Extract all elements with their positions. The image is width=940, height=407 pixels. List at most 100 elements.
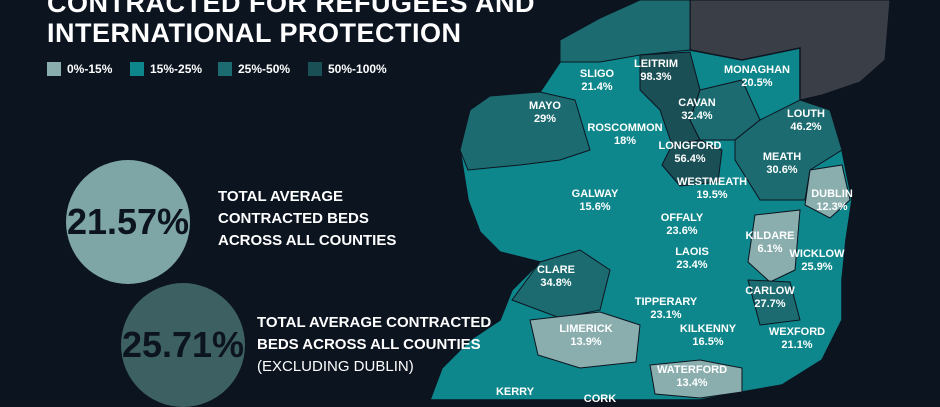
stat-value: 21.57% — [66, 201, 190, 242]
county-name: WESTMEATH — [676, 176, 748, 188]
county-label: DUBLIN 12.3% — [811, 188, 853, 214]
county-value: 56.4% — [674, 153, 706, 165]
county-label: ROSCOMMON 18% — [587, 122, 662, 148]
stat-line: BEDS ACROSS ALL COUNTIES — [257, 336, 481, 353]
county-value: 27.7% — [754, 298, 786, 310]
stat-text: TOTAL AVERAGE CONTRACTED BEDS ACROSS ALL… — [218, 186, 396, 252]
title-line: INTERNATIONAL PROTECTION — [47, 18, 462, 48]
stat-line: TOTAL AVERAGE — [218, 188, 344, 205]
county-kildare — [747, 209, 801, 283]
stat-line: TOTAL AVERAGE CONTRACTED — [257, 314, 492, 331]
stat-circle: 25.71% — [121, 283, 245, 407]
county-name: DUBLIN — [811, 188, 853, 200]
county-label: CAVAN 32.4% — [678, 97, 715, 123]
county-label: KERRY — [496, 386, 534, 399]
legend-item: 50%-100% — [308, 62, 387, 76]
county-name: KILKENNY — [679, 323, 737, 335]
county-label: WATERFORD 13.4% — [657, 364, 727, 390]
county-name: CAVAN — [678, 97, 716, 109]
county-dublin — [804, 164, 851, 219]
county-label: OFFALY 23.6% — [661, 212, 703, 238]
stat-line: (EXCLUDING DUBLIN) — [257, 358, 414, 375]
county-carlow — [747, 279, 801, 326]
county-value: 25.9% — [801, 261, 833, 273]
stat-line: CONTRACTED BEDS — [218, 210, 369, 227]
county-value: 29% — [533, 113, 557, 125]
county-value: 6.1% — [757, 243, 783, 255]
county-value: 23.1% — [650, 309, 682, 321]
county-label: CLARE 34.8% — [537, 264, 575, 290]
legend-item: 15%-25% — [130, 62, 202, 76]
county-label: LEITRIM 98.3% — [634, 58, 678, 84]
county-name: ROSCOMMON — [587, 122, 663, 134]
county-label: LONGFORD 56.4% — [659, 140, 722, 166]
county-clare — [511, 249, 611, 319]
county-label: LAOIS 23.4% — [675, 246, 709, 272]
county-name: KERRY — [495, 386, 535, 398]
county-label: KILKENNY 16.5% — [680, 323, 736, 349]
county-value: 13.9% — [570, 336, 602, 348]
county-value: 15.6% — [579, 201, 611, 213]
county-name: LONGFORD — [658, 140, 722, 152]
county-label: WEXFORD 21.1% — [769, 326, 825, 352]
county-donegal — [559, 0, 691, 63]
county-label: WICKLOW 25.9% — [790, 248, 845, 274]
county-value: 23.4% — [676, 259, 708, 271]
legend-label: 0%-15% — [67, 62, 113, 76]
title-line: CONTRACTED FOR REFUGEES AND — [47, 0, 536, 18]
county-label: LOUTH 46.2% — [787, 108, 825, 134]
county-label: KILDARE 6.1% — [746, 230, 795, 256]
stat-line: ACROSS ALL COUNTIES — [218, 232, 397, 249]
county-value: 46.2% — [790, 121, 822, 133]
county-label: MAYO 29% — [529, 100, 561, 126]
stat-circle: 21.57% — [66, 160, 190, 284]
county-name: MONAGHAN — [724, 64, 790, 76]
county-label: LIMERICK 13.9% — [559, 323, 612, 349]
county-value: 30.6% — [766, 164, 798, 176]
county-label: CARLOW 27.7% — [745, 285, 795, 311]
legend-label: 50%-100% — [328, 62, 387, 76]
county-value: 98.3% — [640, 71, 672, 83]
county-label: MEATH 30.6% — [763, 151, 801, 177]
county-value: 20.5% — [741, 77, 773, 89]
county-value: 18% — [613, 135, 637, 147]
county-name: MAYO — [529, 100, 561, 112]
county-name: CLARE — [537, 264, 575, 276]
county-limerick — [529, 311, 641, 369]
county-name: WATERFORD — [656, 364, 728, 376]
county-name: LAOIS — [675, 246, 709, 258]
county-label: WESTMEATH 19.5% — [677, 176, 747, 202]
county-value: 12.3% — [816, 201, 848, 213]
county-value: 21.1% — [781, 339, 813, 351]
legend-label: 15%-25% — [150, 62, 203, 76]
county-name: GALWAY — [571, 188, 619, 200]
legend-item: 25%-50% — [218, 62, 290, 76]
county-name: LIMERICK — [559, 323, 613, 335]
stat-text: TOTAL AVERAGE CONTRACTED BEDS ACROSS ALL… — [257, 312, 491, 378]
legend-label: 25%-50% — [238, 62, 291, 76]
county-waterford — [649, 359, 743, 399]
county-value: 23.6% — [666, 225, 698, 237]
county-name: OFFALY — [660, 212, 704, 224]
stat-value: 25.71% — [121, 324, 245, 365]
county-value: 16.5% — [692, 336, 724, 348]
county-value: 34.8% — [540, 277, 572, 289]
county-name: WICKLOW — [789, 248, 845, 260]
county-name: MEATH — [762, 151, 802, 163]
county-name: KILDARE — [745, 230, 795, 242]
county-mayo — [459, 91, 591, 171]
county-value: 19.5% — [696, 189, 728, 201]
county-value: 13.4% — [676, 377, 708, 389]
legend-item: 0%-15% — [47, 62, 112, 76]
county-name: TIPPERARY — [634, 296, 698, 308]
county-name: SLIGO — [579, 68, 615, 80]
county-name: CARLOW — [745, 285, 795, 297]
county-value: 32.4% — [681, 110, 713, 122]
county-label: TIPPERARY 23.1% — [635, 296, 698, 322]
county-value: 21.4% — [581, 81, 613, 93]
county-label: GALWAY 15.6% — [572, 188, 619, 214]
county-label: MONAGHAN 20.5% — [724, 64, 790, 90]
county-label: SLIGO 21.4% — [580, 68, 614, 94]
